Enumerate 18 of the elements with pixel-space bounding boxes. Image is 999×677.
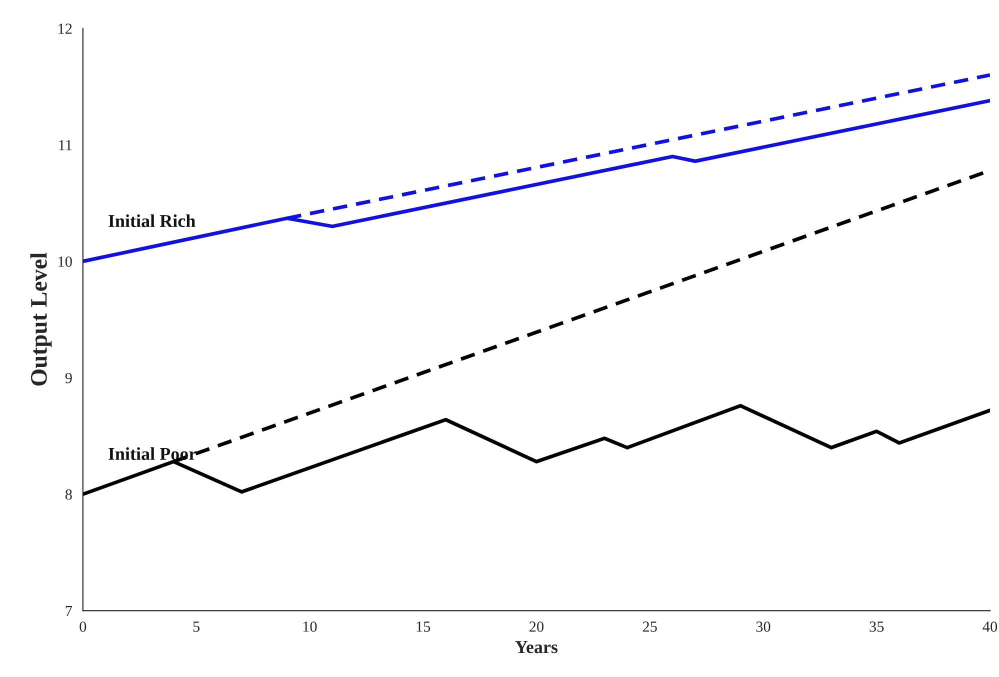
series-label: Initial Rich [108, 214, 196, 228]
x-tick-label: 35 [870, 622, 884, 632]
x-tick-label: 40 [982, 622, 998, 632]
y-tick-label: 7 [66, 606, 72, 616]
x-tick-label: 15 [416, 622, 430, 632]
y-tick-label: 10 [58, 256, 72, 267]
x-tick-label: 10 [303, 622, 317, 632]
x-tick-label: 25 [642, 622, 657, 632]
y-axis-title: Output Level [30, 252, 52, 386]
x-tick-label: 20 [529, 622, 544, 632]
x-tick-label: 0 [80, 622, 86, 632]
y-tick-label: 12 [58, 24, 72, 34]
x-tick-label: 30 [756, 622, 770, 632]
y-tick-label: 11 [59, 140, 72, 150]
x-tick-label: 5 [193, 622, 200, 632]
y-tick-label: 9 [65, 372, 72, 384]
x-axis-title: Years [515, 641, 558, 654]
y-tick-label: 8 [65, 489, 72, 500]
